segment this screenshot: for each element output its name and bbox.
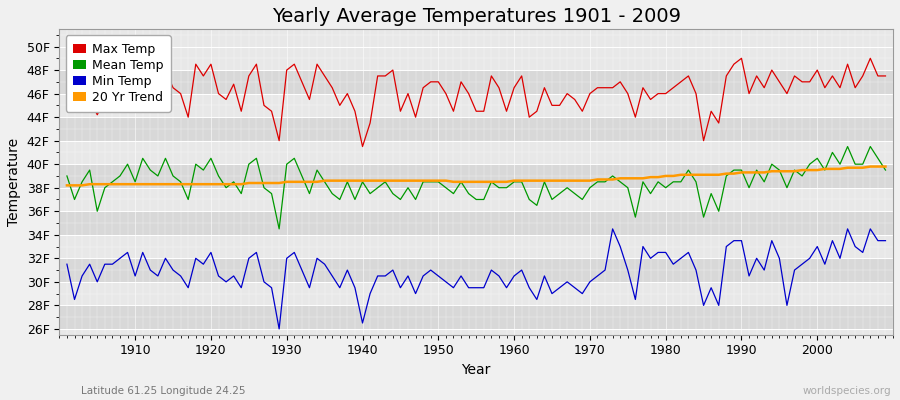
Bar <box>59 211 893 235</box>
Text: worldspecies.org: worldspecies.org <box>803 386 891 396</box>
Text: Latitude 61.25 Longitude 24.25: Latitude 61.25 Longitude 24.25 <box>81 386 246 396</box>
Bar <box>59 258 893 282</box>
Bar <box>59 46 893 70</box>
Bar <box>59 94 893 117</box>
Bar <box>59 164 893 188</box>
Bar <box>59 305 893 329</box>
Bar <box>59 235 893 258</box>
X-axis label: Year: Year <box>462 363 490 377</box>
Y-axis label: Temperature: Temperature <box>7 138 21 226</box>
Bar <box>59 70 893 94</box>
Bar <box>59 282 893 305</box>
Bar <box>59 188 893 211</box>
Title: Yearly Average Temperatures 1901 - 2009: Yearly Average Temperatures 1901 - 2009 <box>272 7 680 26</box>
Legend: Max Temp, Mean Temp, Min Temp, 20 Yr Trend: Max Temp, Mean Temp, Min Temp, 20 Yr Tre… <box>66 35 171 112</box>
Bar <box>59 141 893 164</box>
Bar <box>59 117 893 141</box>
